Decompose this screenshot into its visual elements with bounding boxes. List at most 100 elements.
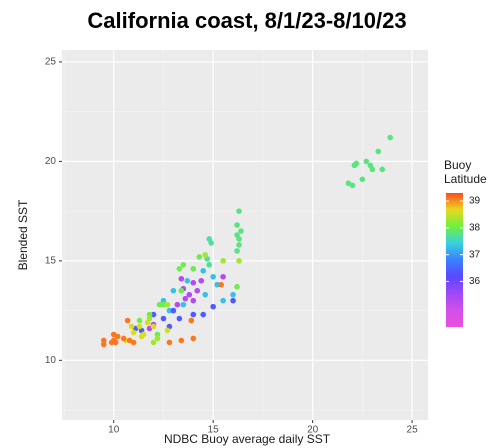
- point: [150, 311, 157, 318]
- point: [182, 295, 189, 302]
- point: [190, 297, 197, 304]
- x-axis-label: NDBC Buoy average daily SST: [164, 432, 331, 446]
- colorbar-label: 36: [469, 276, 481, 287]
- point: [130, 329, 137, 336]
- x-tick-label: 15: [208, 425, 220, 436]
- point: [160, 301, 167, 308]
- point: [160, 315, 167, 322]
- point: [160, 297, 167, 304]
- point: [120, 335, 127, 342]
- point: [234, 283, 240, 290]
- point: [234, 222, 240, 228]
- colorbar: [446, 193, 463, 327]
- point: [359, 176, 366, 183]
- point: [180, 262, 187, 268]
- colorbar-label: 37: [469, 249, 481, 260]
- point: [214, 281, 220, 288]
- point: [198, 277, 205, 284]
- point: [200, 268, 207, 274]
- point: [208, 240, 214, 246]
- point: [186, 291, 193, 298]
- point: [363, 158, 370, 165]
- point: [166, 339, 173, 346]
- point: [236, 242, 242, 248]
- colorbar-label: 39: [469, 196, 481, 207]
- point: [136, 317, 143, 324]
- point: [190, 266, 197, 272]
- point: [230, 291, 236, 298]
- point: [124, 317, 131, 324]
- point: [190, 311, 197, 318]
- point: [234, 248, 240, 254]
- point: [230, 297, 236, 304]
- point: [176, 266, 183, 272]
- point: [220, 273, 226, 280]
- point: [154, 335, 161, 342]
- point: [238, 228, 244, 234]
- point: [210, 273, 216, 280]
- point: [180, 301, 187, 308]
- point: [128, 323, 135, 330]
- point: [176, 315, 183, 322]
- point: [218, 281, 224, 288]
- y-tick-label: 20: [45, 156, 57, 167]
- point: [150, 339, 157, 346]
- point: [178, 287, 185, 294]
- point: [184, 277, 191, 284]
- point: [174, 301, 181, 308]
- colorbar-label: 38: [469, 222, 481, 233]
- point: [220, 258, 226, 264]
- point: [236, 258, 242, 264]
- point: [206, 262, 212, 268]
- point: [138, 333, 145, 340]
- point: [178, 337, 185, 344]
- point: [108, 339, 115, 346]
- point: [146, 311, 153, 318]
- point: [236, 208, 242, 214]
- point: [375, 148, 382, 155]
- point: [369, 166, 376, 173]
- point: [150, 323, 157, 330]
- y-tick-label: 15: [45, 256, 57, 267]
- panel: [62, 50, 428, 420]
- y-tick-label: 25: [45, 57, 57, 68]
- point: [220, 297, 226, 304]
- legend-title: Buoy Latitude: [444, 158, 487, 186]
- point: [379, 166, 386, 173]
- point: [164, 301, 171, 308]
- point: [200, 311, 207, 318]
- point: [170, 287, 177, 294]
- point: [236, 236, 242, 242]
- point: [164, 327, 171, 334]
- y-axis-label: Blended SST: [16, 199, 30, 270]
- chart-title: California coast, 8/1/23-8/10/23: [87, 8, 406, 33]
- point: [100, 341, 107, 348]
- point: [351, 162, 358, 169]
- point: [387, 134, 394, 141]
- point: [194, 287, 201, 294]
- point: [156, 301, 163, 308]
- point: [190, 279, 197, 286]
- point: [349, 182, 356, 189]
- point: [146, 315, 153, 322]
- x-tick-label: 10: [108, 425, 120, 436]
- point: [196, 254, 203, 260]
- point: [136, 323, 143, 330]
- x-tick-label: 25: [407, 425, 419, 436]
- point: [170, 307, 177, 314]
- y-tick-label: 10: [45, 355, 57, 366]
- point: [210, 303, 216, 310]
- point: [130, 339, 137, 346]
- point: [202, 252, 209, 258]
- point: [188, 317, 195, 324]
- point: [190, 335, 197, 342]
- point: [114, 333, 121, 340]
- point: [166, 307, 173, 314]
- point: [100, 337, 107, 344]
- x-tick-label: 20: [307, 425, 319, 436]
- point: [202, 291, 209, 298]
- point: [154, 331, 161, 338]
- point: [178, 275, 185, 282]
